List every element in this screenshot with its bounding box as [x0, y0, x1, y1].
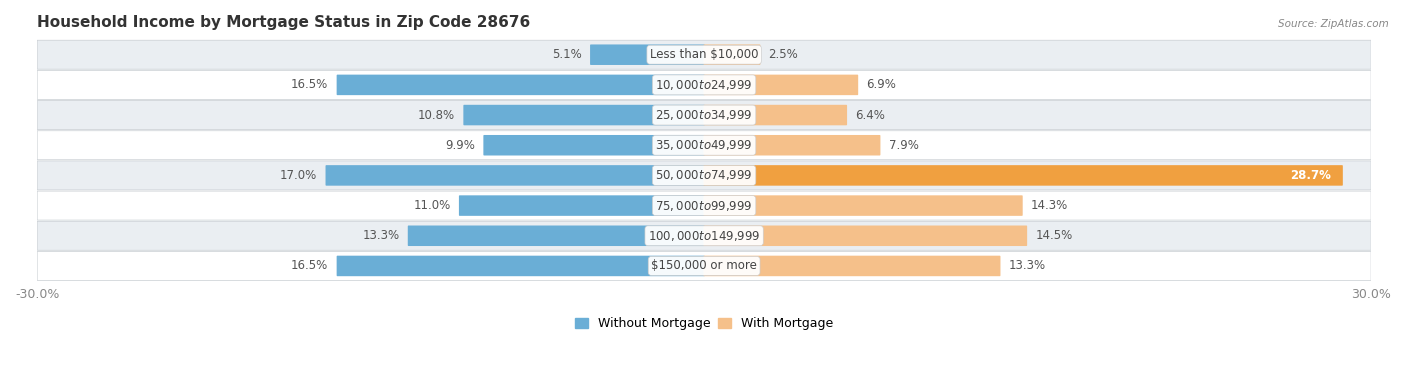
- FancyBboxPatch shape: [336, 74, 704, 95]
- FancyBboxPatch shape: [37, 161, 1371, 190]
- Text: 5.1%: 5.1%: [553, 48, 582, 61]
- Legend: Without Mortgage, With Mortgage: Without Mortgage, With Mortgage: [575, 317, 832, 330]
- Text: 14.5%: 14.5%: [1035, 229, 1073, 242]
- FancyBboxPatch shape: [37, 221, 1371, 250]
- Text: 13.3%: 13.3%: [1008, 259, 1046, 273]
- Text: $10,000 to $24,999: $10,000 to $24,999: [655, 78, 752, 92]
- Text: 6.9%: 6.9%: [866, 78, 896, 91]
- Text: $35,000 to $49,999: $35,000 to $49,999: [655, 138, 752, 152]
- FancyBboxPatch shape: [408, 226, 704, 246]
- Text: Source: ZipAtlas.com: Source: ZipAtlas.com: [1278, 19, 1389, 29]
- Text: 10.8%: 10.8%: [418, 108, 456, 122]
- FancyBboxPatch shape: [464, 105, 704, 125]
- Text: 2.5%: 2.5%: [769, 48, 799, 61]
- Text: 6.4%: 6.4%: [855, 108, 886, 122]
- FancyBboxPatch shape: [703, 165, 1343, 186]
- FancyBboxPatch shape: [703, 45, 761, 65]
- FancyBboxPatch shape: [37, 40, 1371, 69]
- FancyBboxPatch shape: [703, 256, 1001, 276]
- FancyBboxPatch shape: [703, 226, 1028, 246]
- Text: 17.0%: 17.0%: [280, 169, 318, 182]
- Text: 28.7%: 28.7%: [1291, 169, 1331, 182]
- Text: $75,000 to $99,999: $75,000 to $99,999: [655, 198, 752, 212]
- Text: 16.5%: 16.5%: [291, 78, 329, 91]
- Text: 11.0%: 11.0%: [413, 199, 451, 212]
- Text: $50,000 to $74,999: $50,000 to $74,999: [655, 169, 752, 183]
- FancyBboxPatch shape: [703, 74, 858, 95]
- FancyBboxPatch shape: [37, 70, 1371, 99]
- Text: Household Income by Mortgage Status in Zip Code 28676: Household Income by Mortgage Status in Z…: [37, 15, 530, 30]
- FancyBboxPatch shape: [591, 45, 704, 65]
- FancyBboxPatch shape: [484, 135, 704, 155]
- Text: $150,000 or more: $150,000 or more: [651, 259, 756, 273]
- Text: 9.9%: 9.9%: [446, 139, 475, 152]
- Text: Less than $10,000: Less than $10,000: [650, 48, 758, 61]
- FancyBboxPatch shape: [336, 256, 704, 276]
- Text: $100,000 to $149,999: $100,000 to $149,999: [648, 229, 761, 243]
- FancyBboxPatch shape: [703, 135, 880, 155]
- Text: 13.3%: 13.3%: [363, 229, 399, 242]
- FancyBboxPatch shape: [37, 101, 1371, 130]
- Text: $25,000 to $34,999: $25,000 to $34,999: [655, 108, 752, 122]
- FancyBboxPatch shape: [37, 191, 1371, 220]
- FancyBboxPatch shape: [703, 105, 846, 125]
- FancyBboxPatch shape: [37, 131, 1371, 160]
- FancyBboxPatch shape: [37, 251, 1371, 280]
- FancyBboxPatch shape: [326, 165, 704, 186]
- Text: 14.3%: 14.3%: [1031, 199, 1069, 212]
- Text: 7.9%: 7.9%: [889, 139, 918, 152]
- FancyBboxPatch shape: [458, 195, 704, 216]
- Text: 16.5%: 16.5%: [291, 259, 329, 273]
- FancyBboxPatch shape: [703, 195, 1022, 216]
